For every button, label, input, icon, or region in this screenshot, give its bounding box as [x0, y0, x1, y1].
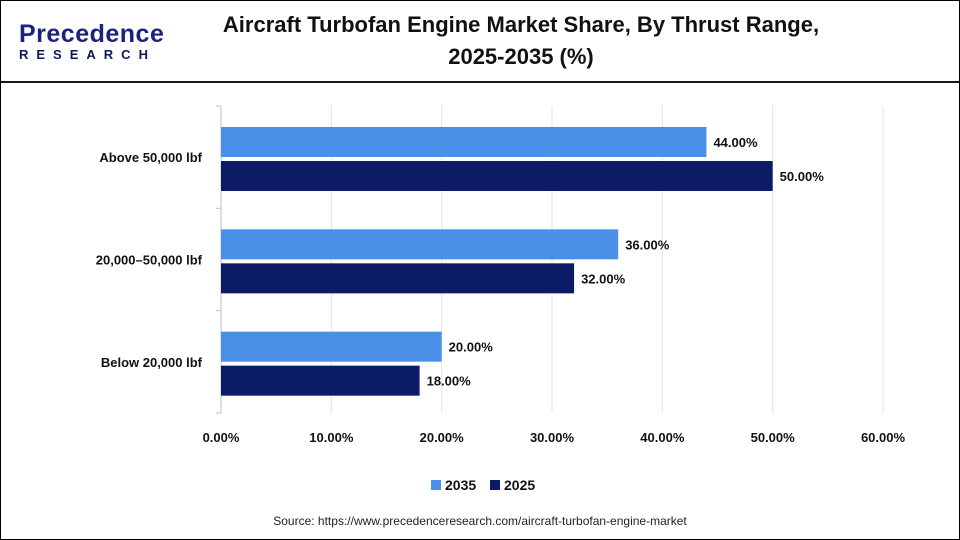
- category-label: 20,000–50,000 lbf: [96, 253, 203, 268]
- legend-label: 2025: [504, 477, 535, 493]
- category-label: Below 20,000 lbf: [101, 355, 203, 370]
- x-tick-label: 60.00%: [861, 430, 906, 445]
- x-tick-label: 0.00%: [203, 430, 240, 445]
- legend-label: 2035: [445, 477, 476, 493]
- header-divider: [1, 81, 959, 83]
- legend-swatch-2025: [490, 480, 500, 490]
- data-label: 20.00%: [449, 340, 494, 355]
- data-label: 18.00%: [427, 374, 472, 389]
- logo-line1: Precedence: [19, 20, 165, 48]
- x-tick-label: 40.00%: [640, 430, 685, 445]
- data-label: 36.00%: [625, 237, 670, 252]
- data-label: 50.00%: [780, 169, 825, 184]
- bar-2025: [221, 263, 575, 294]
- legend-swatch-2035: [431, 480, 441, 490]
- bar-2025: [221, 365, 420, 396]
- bar-2025: [221, 161, 773, 191]
- logo: Precedence RESEARCH: [19, 21, 169, 66]
- category-label: Above 50,000 lbf: [99, 150, 202, 165]
- x-tick-label: 30.00%: [530, 430, 575, 445]
- data-label: 32.00%: [581, 271, 626, 286]
- x-tick-label: 20.00%: [420, 430, 465, 445]
- x-tick-label: 50.00%: [751, 430, 796, 445]
- bar-2035: [221, 127, 707, 157]
- bar-2035: [221, 331, 442, 362]
- chart-title: Aircraft Turbofan Engine Market Share, B…: [222, 12, 820, 69]
- logo-line2: RESEARCH: [19, 47, 156, 62]
- data-label: 44.00%: [713, 135, 758, 150]
- bar-2035: [221, 229, 619, 260]
- source-text: Source: https://www.precedenceresearch.c…: [273, 514, 687, 528]
- x-tick-label: 10.00%: [309, 430, 354, 445]
